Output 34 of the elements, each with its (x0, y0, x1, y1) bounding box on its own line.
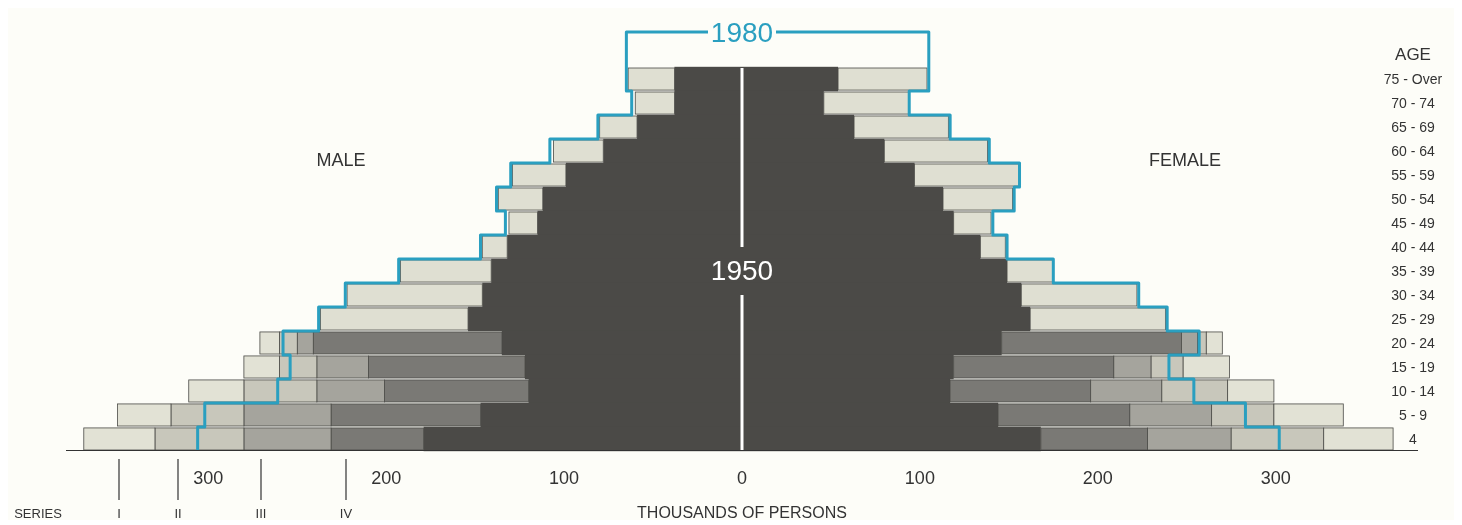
text: SERIES (14, 506, 63, 521)
annotation: MALE (316, 150, 366, 170)
annotation: FEMALE (1148, 150, 1222, 170)
x-tick-label: 0 (736, 468, 748, 488)
text: II (174, 506, 182, 521)
y-axis-title: AGE (1395, 45, 1431, 64)
y-tick-label: 15 - 19 (1391, 358, 1435, 375)
x-tick-label: 300 (1260, 468, 1291, 488)
y-tick-label: 25 - 29 (1391, 310, 1435, 327)
y-tick-label: 4 (1409, 430, 1418, 447)
text: III (255, 506, 267, 521)
y-tick-label: 30 - 34 (1391, 286, 1435, 303)
series-label: 1980 (710, 17, 774, 48)
y-tick-label: 55 - 59 (1391, 167, 1435, 184)
y-tick-label: 60 - 64 (1391, 143, 1435, 160)
x-tick-label: 300 (193, 468, 224, 488)
y-tick-label: 70 - 74 (1391, 95, 1435, 112)
text: I (117, 506, 121, 521)
x-tick-label: 100 (549, 468, 580, 488)
y-tick-label: 40 - 44 (1391, 239, 1435, 255)
y-tick-label: 50 - 54 (1391, 191, 1435, 208)
x-tick-label: 200 (371, 468, 402, 488)
x-tick-label: 200 (1082, 468, 1113, 488)
y-tick-label: 10 - 14 (1391, 382, 1435, 399)
series-label: 1950 (710, 255, 774, 286)
x-tick-label: 100 (904, 468, 935, 488)
y-tick-label: 45 - 49 (1391, 215, 1435, 232)
y-tick-label: 35 - 39 (1391, 263, 1435, 279)
y-tick-label: 65 - 69 (1391, 119, 1435, 136)
x-axis-title: THOUSANDS OF PERSONS (637, 504, 847, 521)
y-tick-label: 75 - Over (1383, 71, 1443, 88)
y-tick-label: 5 - 9 (1398, 406, 1428, 423)
text: IV (339, 506, 353, 521)
y-tick-label: 20 - 24 (1391, 334, 1435, 351)
